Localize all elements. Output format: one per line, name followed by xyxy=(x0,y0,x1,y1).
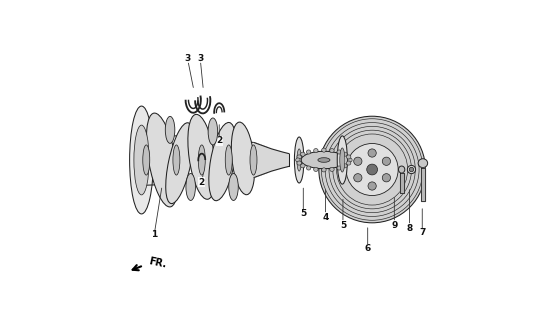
Ellipse shape xyxy=(297,155,301,159)
Ellipse shape xyxy=(330,148,334,153)
Ellipse shape xyxy=(408,165,415,174)
Polygon shape xyxy=(400,173,404,193)
Text: 7: 7 xyxy=(419,228,425,237)
Ellipse shape xyxy=(399,166,405,173)
Ellipse shape xyxy=(188,114,216,199)
Ellipse shape xyxy=(231,122,255,195)
Circle shape xyxy=(346,143,398,196)
Ellipse shape xyxy=(165,123,193,204)
Text: 2: 2 xyxy=(198,178,205,187)
Text: 5: 5 xyxy=(340,220,346,229)
Ellipse shape xyxy=(330,167,334,172)
Ellipse shape xyxy=(134,125,149,195)
Ellipse shape xyxy=(250,145,257,175)
Circle shape xyxy=(409,167,414,172)
Ellipse shape xyxy=(301,151,347,169)
Ellipse shape xyxy=(146,113,178,207)
Ellipse shape xyxy=(297,161,301,165)
Ellipse shape xyxy=(418,159,428,168)
Circle shape xyxy=(382,157,391,165)
Text: 6: 6 xyxy=(364,244,371,253)
Polygon shape xyxy=(421,168,425,201)
Circle shape xyxy=(367,164,377,175)
Text: 2: 2 xyxy=(216,136,222,146)
Ellipse shape xyxy=(130,106,153,214)
Ellipse shape xyxy=(314,167,318,172)
Ellipse shape xyxy=(314,148,318,153)
Ellipse shape xyxy=(209,123,236,201)
Ellipse shape xyxy=(348,158,352,162)
Text: 5: 5 xyxy=(300,209,306,219)
Ellipse shape xyxy=(301,152,305,156)
Ellipse shape xyxy=(173,145,180,175)
Ellipse shape xyxy=(198,145,205,175)
Text: 3: 3 xyxy=(197,54,203,63)
Ellipse shape xyxy=(343,164,347,168)
Polygon shape xyxy=(254,142,289,178)
Circle shape xyxy=(368,182,376,190)
Ellipse shape xyxy=(208,118,217,145)
Ellipse shape xyxy=(347,155,351,159)
Text: 3: 3 xyxy=(184,54,191,63)
Text: 9: 9 xyxy=(391,220,397,229)
Circle shape xyxy=(382,174,391,182)
Ellipse shape xyxy=(337,136,347,184)
Text: 8: 8 xyxy=(406,224,413,233)
Circle shape xyxy=(354,157,362,165)
Ellipse shape xyxy=(321,148,326,152)
Ellipse shape xyxy=(225,145,232,175)
Ellipse shape xyxy=(337,166,342,170)
Text: FR.: FR. xyxy=(147,257,167,270)
Ellipse shape xyxy=(340,148,345,172)
Ellipse shape xyxy=(321,168,326,172)
Circle shape xyxy=(354,174,362,182)
Ellipse shape xyxy=(318,158,330,162)
Ellipse shape xyxy=(306,150,311,154)
Ellipse shape xyxy=(306,166,311,170)
Ellipse shape xyxy=(295,137,304,183)
Ellipse shape xyxy=(343,152,347,156)
Ellipse shape xyxy=(186,173,196,200)
Text: 4: 4 xyxy=(323,212,329,222)
Ellipse shape xyxy=(297,149,301,171)
Circle shape xyxy=(368,149,376,157)
Ellipse shape xyxy=(143,145,150,175)
Ellipse shape xyxy=(229,173,238,200)
Circle shape xyxy=(319,116,425,223)
Ellipse shape xyxy=(347,161,351,165)
Ellipse shape xyxy=(165,116,175,143)
Ellipse shape xyxy=(301,164,305,168)
Ellipse shape xyxy=(296,158,300,162)
Text: 1: 1 xyxy=(151,230,157,239)
Ellipse shape xyxy=(337,150,342,154)
